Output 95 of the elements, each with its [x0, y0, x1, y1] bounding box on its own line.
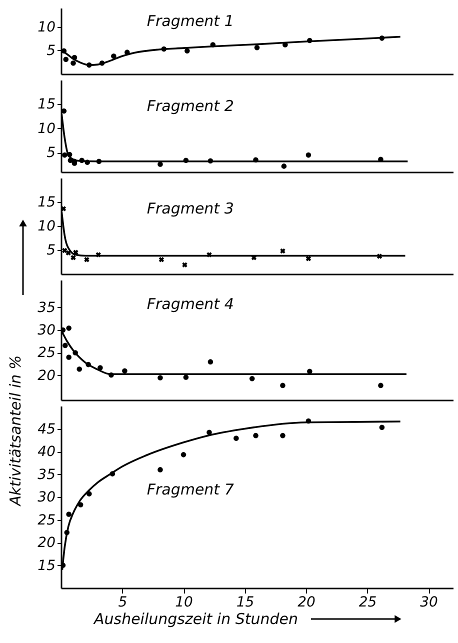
point — [63, 56, 69, 62]
y-tick-label: 20 — [38, 535, 56, 551]
point — [62, 248, 68, 254]
point — [280, 432, 286, 438]
point — [66, 326, 72, 331]
point — [98, 365, 103, 370]
y-axis-title: Aktivitätsanteil in % — [6, 355, 24, 507]
y-tick-label: 35 — [38, 466, 56, 483]
point — [86, 62, 92, 68]
point — [306, 152, 312, 158]
point — [281, 164, 287, 169]
point — [158, 375, 163, 380]
y-tick-label: 5 — [46, 242, 56, 258]
text: Fragment 4 — [146, 295, 234, 313]
point — [72, 54, 78, 60]
point — [99, 60, 105, 66]
point — [158, 162, 163, 167]
y-tick-label: 30 — [38, 322, 56, 338]
x-tick-label: 20 — [298, 594, 316, 610]
point — [161, 46, 167, 52]
point — [184, 48, 190, 54]
point — [253, 432, 258, 438]
point — [249, 376, 255, 382]
y-tick-label: 25 — [38, 512, 56, 528]
point — [66, 250, 71, 256]
x-axis-title: Ausheilungszeit in Stunden — [92, 610, 298, 628]
point — [110, 471, 116, 476]
point — [96, 158, 102, 164]
y-tick-label: 5 — [46, 145, 56, 162]
y-tick-label: 30 — [38, 490, 56, 506]
point — [66, 354, 72, 360]
point — [280, 248, 286, 254]
point — [96, 252, 101, 258]
point — [182, 262, 188, 268]
point — [108, 372, 114, 378]
y-tick-label: 35 — [38, 300, 56, 316]
point — [254, 44, 260, 50]
point — [280, 382, 286, 388]
point — [70, 255, 76, 260]
point — [307, 38, 312, 44]
y-tick-label: 10 — [38, 120, 56, 137]
point — [62, 342, 68, 348]
point — [86, 491, 92, 496]
y-tick-label: 15 — [38, 558, 56, 574]
point — [210, 42, 216, 48]
point — [206, 430, 212, 436]
point — [84, 256, 90, 262]
point — [64, 530, 70, 536]
text: Fragment 7 — [146, 480, 234, 499]
chart-title: Fragment 1 — [146, 12, 234, 30]
point — [111, 53, 116, 59]
y-tick-label: 45 — [38, 421, 56, 438]
y-tick-label: 15 — [38, 96, 56, 113]
x-tick-label: 30 — [420, 594, 438, 610]
y-tick-label: 15 — [38, 194, 56, 210]
point — [379, 36, 385, 41]
point — [306, 256, 312, 262]
point — [84, 160, 90, 165]
y-tick-label: 25 — [38, 345, 56, 362]
point — [253, 157, 258, 163]
text: Fragment 3 — [146, 200, 234, 218]
y-tick-label: 10 — [38, 19, 56, 36]
point — [124, 50, 130, 55]
y-tick-label: 10 — [38, 218, 56, 234]
point — [234, 436, 239, 441]
x-tick-label: 15 — [236, 594, 254, 610]
y-tick-label: 5 — [46, 42, 56, 59]
point — [70, 60, 76, 66]
point — [208, 158, 214, 164]
x-tick-label: 10 — [175, 594, 193, 610]
point — [62, 152, 68, 158]
point — [206, 252, 212, 258]
point — [86, 362, 91, 368]
point — [208, 359, 214, 364]
y-tick-label: 40 — [38, 444, 56, 460]
point — [158, 467, 163, 472]
point — [66, 152, 72, 158]
point — [376, 254, 382, 259]
point — [183, 374, 189, 380]
point — [79, 158, 84, 164]
point — [122, 368, 128, 374]
text: Fragment 2 — [146, 96, 234, 115]
point — [72, 350, 78, 356]
point — [378, 382, 384, 388]
point — [183, 158, 189, 164]
x-tick-label: 25 — [358, 594, 377, 610]
point — [158, 256, 164, 262]
y-tick-label: 20 — [38, 368, 56, 384]
point — [306, 418, 312, 424]
point — [379, 424, 385, 430]
point — [180, 452, 186, 458]
point — [76, 366, 82, 372]
point — [66, 512, 72, 517]
point — [78, 502, 84, 508]
x-tick-label: 5 — [118, 594, 128, 610]
